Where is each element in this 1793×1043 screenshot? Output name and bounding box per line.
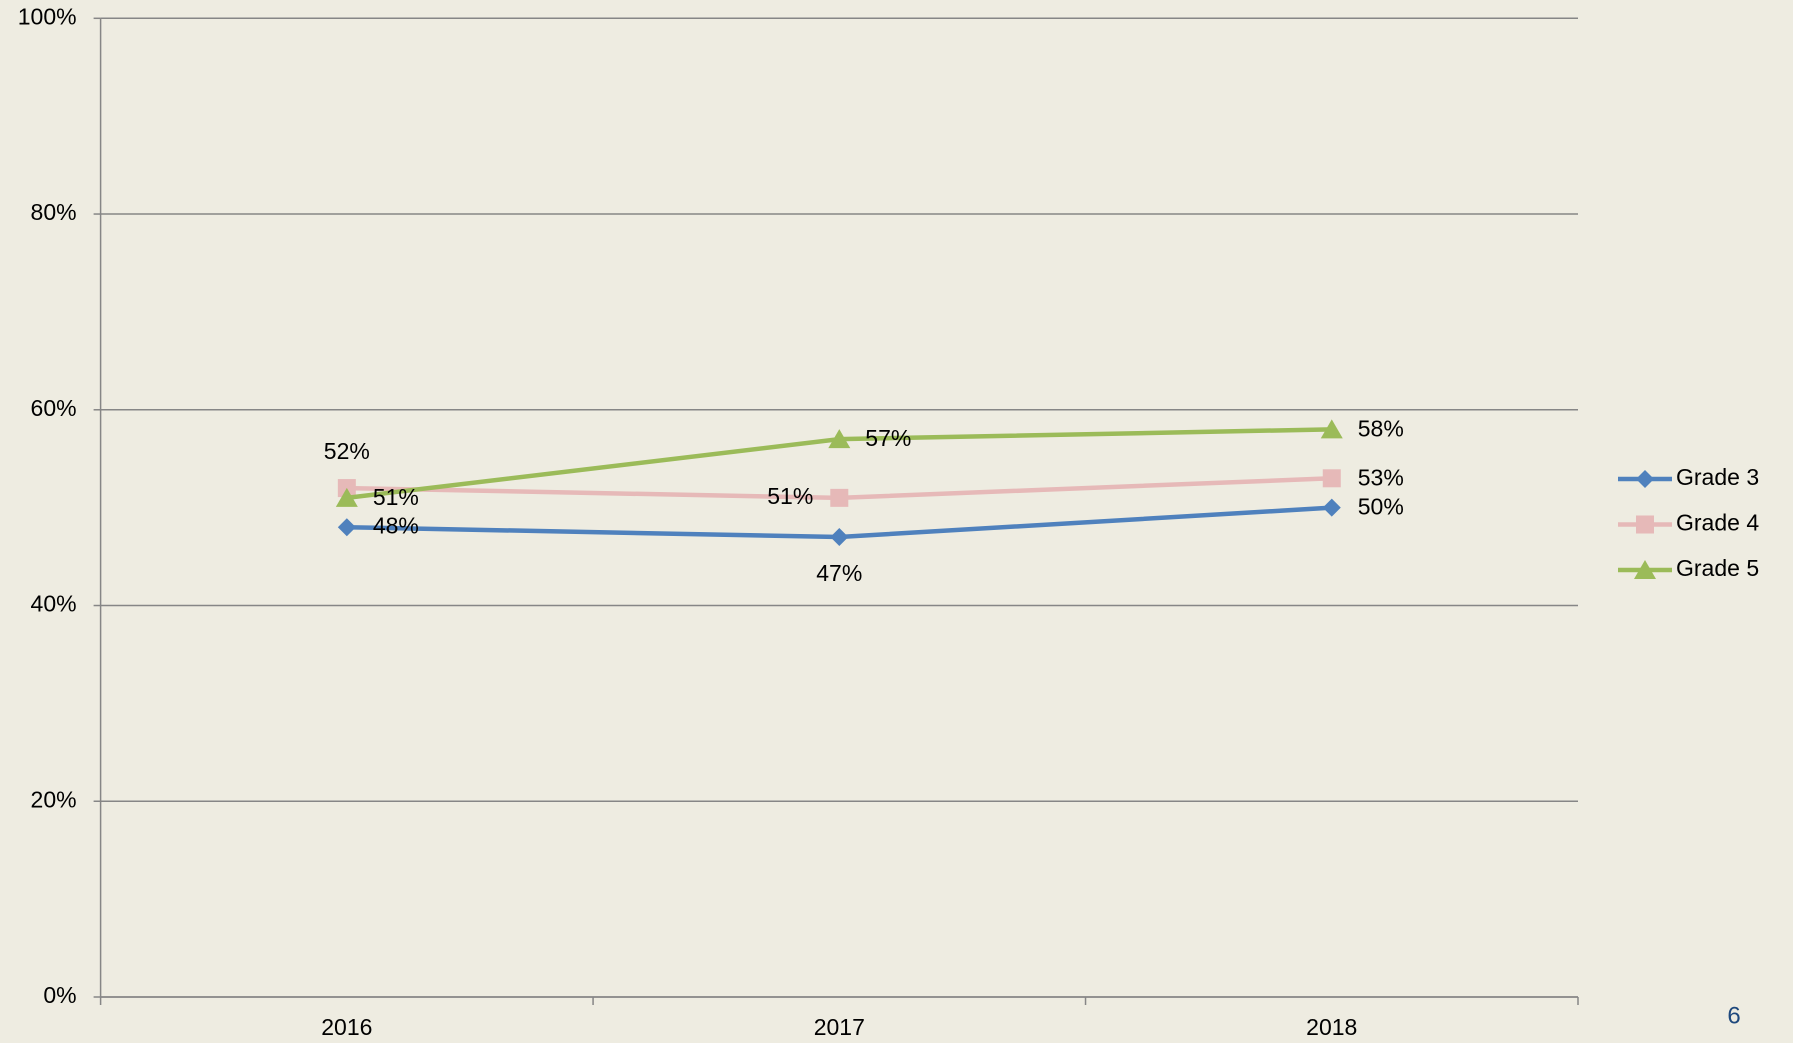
point	[828, 429, 851, 449]
data-label: 57%	[865, 425, 911, 451]
data-label: 47%	[816, 560, 862, 586]
x-tick-label: 2016	[321, 1014, 372, 1040]
point	[830, 488, 849, 507]
legend-marker	[1636, 515, 1654, 534]
y-tick-label: 0%	[43, 982, 76, 1008]
y-tick-label: 40%	[31, 591, 77, 617]
x-tick-label: 2017	[814, 1014, 865, 1040]
y-tick-label: 80%	[31, 199, 77, 225]
x-tick-label: 2018	[1306, 1014, 1357, 1040]
data-label: 52%	[324, 438, 370, 464]
data-label: 53%	[1358, 464, 1404, 490]
slide-number: 6	[1727, 1002, 1740, 1029]
y-tick-label: 60%	[31, 395, 77, 421]
point	[1322, 498, 1341, 517]
data-label: 51%	[767, 483, 813, 509]
legend-label: Grade 5	[1676, 555, 1759, 581]
data-label: 48%	[373, 512, 419, 538]
data-label: 58%	[1358, 415, 1404, 441]
legend-label: Grade 4	[1676, 510, 1759, 536]
point	[830, 528, 849, 547]
y-tick-label: 20%	[31, 786, 77, 812]
legend-marker	[1634, 560, 1656, 579]
point	[1320, 419, 1343, 439]
point	[335, 487, 358, 507]
legend-marker	[1636, 470, 1654, 488]
data-label: 51%	[373, 484, 419, 510]
point	[337, 518, 356, 537]
y-tick-label: 100%	[18, 3, 77, 29]
legend-label: Grade 3	[1676, 464, 1759, 490]
point	[1322, 469, 1341, 488]
data-label: 50%	[1358, 494, 1404, 520]
